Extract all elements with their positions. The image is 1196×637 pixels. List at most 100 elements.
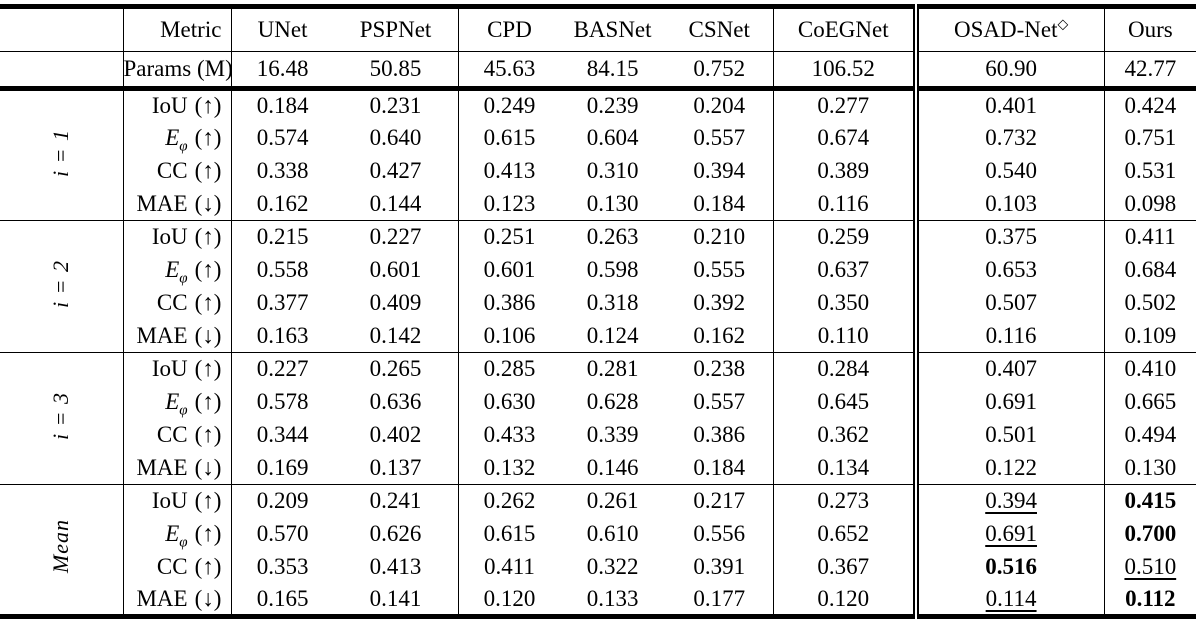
- method-header: CoEGNet: [773, 6, 919, 52]
- value-cell: 0.281: [586, 356, 639, 382]
- value-cell: 0.204: [665, 88, 774, 122]
- method-name: UNet: [257, 17, 308, 42]
- params-value: 106.52: [773, 51, 919, 89]
- metric-name: CC: [156, 158, 188, 183]
- value-cell: 0.109: [1124, 322, 1177, 348]
- metric-direction-arrow-icon: (↓): [194, 454, 222, 480]
- value-cell: 0.557: [665, 121, 774, 155]
- value-cell: 0.146: [586, 454, 639, 480]
- metric-direction-arrow-icon: (↑): [194, 356, 222, 382]
- metric-label: CC (↑): [123, 154, 233, 188]
- header-row: Metric UNet PSPNet CPD BASNet CSNet CoEGNet OS…: [0, 6, 1196, 52]
- group-label-text: i = 1: [48, 128, 74, 177]
- metric-label: MAE (↓): [123, 187, 233, 221]
- metric-header: Metric: [123, 6, 233, 52]
- metric-direction-arrow-icon: (↑): [194, 290, 222, 315]
- value-cell: 0.556: [665, 517, 774, 551]
- value-cell: 0.615: [483, 521, 536, 546]
- metric-name: MAE: [136, 190, 188, 216]
- group-label: i = 1: [0, 88, 124, 221]
- value-cell: 0.394: [665, 154, 774, 188]
- metric-label: Eφ (↑): [123, 121, 233, 155]
- metric-label: CC (↑): [123, 286, 233, 320]
- table-row: CC (↑) 0.353 0.413 0.411 0.322 0.391 0.367 0.516…: [0, 550, 1196, 584]
- value-cell: 0.162: [256, 190, 309, 216]
- value-cell: 0.122: [915, 451, 1105, 485]
- value-cell: 0.098: [1124, 190, 1177, 216]
- value-cell: 0.116: [773, 187, 919, 221]
- method-header: CPD: [459, 7, 560, 52]
- value-cell: 0.184: [665, 187, 774, 221]
- value-cell: 0.227: [256, 356, 309, 382]
- metric-name: E: [165, 389, 180, 414]
- value-cell: 0.409: [332, 286, 460, 320]
- value-cell: 0.350: [773, 286, 919, 320]
- value-cell: 0.570: [256, 521, 309, 546]
- value-cell: 0.217: [665, 484, 774, 518]
- params-value: 84.15: [586, 56, 639, 81]
- metric-label: Eφ (↑): [123, 385, 233, 419]
- value-cell: 0.674: [773, 121, 919, 155]
- value-cell: 0.413: [483, 158, 536, 183]
- value-cell: 0.114: [915, 583, 1105, 617]
- group-label: i = 3: [0, 352, 124, 485]
- metric-label: CC (↑): [123, 550, 233, 584]
- method-name: OSAD-Net: [953, 17, 1058, 42]
- table-row: Eφ (↑) 0.570 0.626 0.615 0.610 0.556 0.652 0.691…: [0, 517, 1196, 551]
- metric-name: E: [165, 125, 180, 150]
- table-row: Eφ (↑) 0.578 0.636 0.630 0.628 0.557 0.645 0.691…: [0, 385, 1196, 419]
- value-cell: 0.407: [915, 352, 1105, 386]
- metric-direction-arrow-icon: (↑): [194, 554, 222, 579]
- value-cell: 0.123: [483, 190, 536, 216]
- metric-label: MAE (↓): [123, 451, 233, 485]
- value-cell: 0.415: [1124, 488, 1177, 514]
- value-cell: 0.137: [332, 451, 460, 485]
- metric-name: MAE: [136, 454, 188, 480]
- metric-direction-arrow-icon: (↑): [194, 257, 222, 282]
- value-cell: 0.310: [586, 158, 639, 183]
- metric-direction-arrow-icon: (↑): [194, 422, 222, 447]
- value-cell: 0.322: [586, 554, 639, 579]
- value-cell: 0.531: [1124, 158, 1177, 183]
- value-cell: 0.433: [483, 422, 536, 447]
- value-cell: 0.261: [586, 488, 639, 514]
- value-cell: 0.411: [1124, 224, 1176, 250]
- value-cell: 0.110: [773, 319, 919, 353]
- metric-name: CC: [156, 290, 188, 315]
- value-cell: 0.353: [256, 554, 309, 579]
- metric-label: Eφ (↑): [123, 517, 233, 551]
- metric-subscript: φ: [179, 534, 188, 551]
- value-cell: 0.134: [773, 451, 919, 485]
- value-cell: 0.427: [332, 154, 460, 188]
- metric-name: MAE: [136, 322, 188, 348]
- table-row: MAE (↓) 0.169 0.137 0.132 0.146 0.184 0.134 0.12…: [0, 451, 1196, 485]
- group-label: Mean: [0, 484, 124, 617]
- metric-subscript: φ: [179, 138, 188, 155]
- value-cell: 0.177: [665, 583, 774, 617]
- params-value: 42.77: [1124, 56, 1177, 81]
- value-cell: 0.142: [332, 319, 460, 353]
- method-header: CSNet: [665, 6, 774, 52]
- value-cell: 0.231: [332, 88, 460, 122]
- value-cell: 0.601: [483, 257, 536, 282]
- value-cell: 0.628: [586, 389, 639, 414]
- value-cell: 0.184: [256, 93, 309, 119]
- value-cell: 0.732: [915, 121, 1105, 155]
- value-cell: 0.262: [483, 488, 536, 514]
- metric-block: i = 2 IoU (↑) 0.215 0.227 0.251 0.263 0.210 0.25…: [0, 220, 1196, 353]
- table-row: i = 2 IoU (↑) 0.215 0.227 0.251 0.263 0.210 0.25…: [0, 220, 1196, 353]
- value-cell: 0.494: [1124, 422, 1177, 447]
- metric-name: IoU: [151, 488, 188, 514]
- metric-label: MAE (↓): [123, 319, 233, 353]
- metric-subscript: φ: [179, 270, 188, 287]
- value-cell: 0.141: [332, 583, 460, 617]
- value-cell: 0.285: [483, 356, 536, 382]
- method-name: BASNet: [573, 17, 652, 42]
- value-cell: 0.574: [256, 125, 309, 150]
- metric-label: IoU (↑): [123, 88, 233, 122]
- params-value: 0.752: [665, 51, 774, 89]
- method-header: PSPNet: [332, 6, 460, 52]
- value-cell: 0.691: [915, 517, 1105, 551]
- metric-direction-arrow-icon: (↓): [194, 190, 222, 216]
- metric-name: IoU: [151, 356, 188, 382]
